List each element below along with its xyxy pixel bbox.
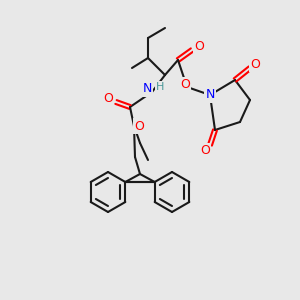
Text: N: N — [142, 82, 152, 95]
Text: O: O — [134, 119, 144, 133]
Text: N: N — [205, 88, 215, 101]
Text: O: O — [180, 79, 190, 92]
Text: O: O — [250, 58, 260, 70]
Text: H: H — [156, 82, 164, 92]
Text: O: O — [194, 40, 204, 52]
Text: O: O — [200, 145, 210, 158]
Text: O: O — [103, 92, 113, 106]
